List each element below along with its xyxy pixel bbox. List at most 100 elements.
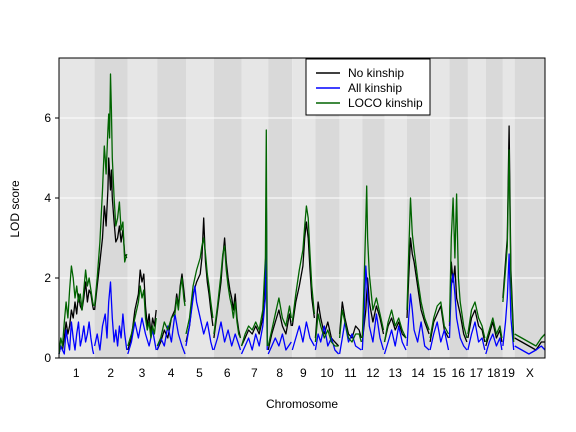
legend-label-loco-kinship: LOCO kinship xyxy=(348,96,423,110)
series-line-no-kinship-chr-2 xyxy=(93,157,128,311)
series-line-all-kinship-chr-18 xyxy=(485,333,503,355)
series-line-all-kinship-chr-8 xyxy=(267,333,292,355)
plot-panel xyxy=(59,58,545,358)
series-line-all-kinship-chr-11 xyxy=(338,321,362,355)
series-line-loco-kinship-chr-10 xyxy=(314,313,339,347)
chromosome-band-18 xyxy=(485,58,503,358)
x-tick-label-chr-8: 8 xyxy=(276,366,283,380)
series-line-loco-kinship-chr-13 xyxy=(383,309,407,343)
series-all-kinship xyxy=(58,189,546,355)
chromosome-band-4 xyxy=(157,58,186,358)
chromosome-band-17 xyxy=(467,58,486,358)
y-tick-label-2: 2 xyxy=(44,271,51,285)
legend-label-all-kinship: All kinship xyxy=(348,81,402,95)
x-tick-label-chr-11: 11 xyxy=(344,366,357,380)
series-line-all-kinship-chr-2 xyxy=(93,281,128,351)
series-line-loco-kinship-chr-19 xyxy=(502,149,515,343)
series-line-all-kinship-chr-13 xyxy=(383,325,407,355)
x-tick-label-chr-6: 6 xyxy=(224,366,231,380)
series-line-no-kinship-chr-14 xyxy=(406,237,430,335)
plot-frame xyxy=(58,57,546,359)
x-tick-label-chr-18: 18 xyxy=(487,366,501,380)
series-line-all-kinship-chr-5 xyxy=(185,285,214,351)
series-line-all-kinship-chr-15 xyxy=(429,321,450,351)
legend: No kinship All kinship LOCO kinship xyxy=(305,58,431,116)
series-loco-kinship xyxy=(58,73,546,355)
series-line-all-kinship-chr-16 xyxy=(448,273,468,351)
series-line-all-kinship-chr-4 xyxy=(156,313,186,355)
series-line-no-kinship-chr-17 xyxy=(467,309,486,343)
chromosome-band-14 xyxy=(406,58,431,358)
x-tick-label-chr-X: X xyxy=(526,366,534,380)
series-line-no-kinship-chr-X xyxy=(514,337,545,351)
series-line-no-kinship-chr-3 xyxy=(127,269,157,351)
series-line-loco-kinship-chr-3 xyxy=(127,285,157,347)
chromosome-band-X xyxy=(514,58,545,358)
chromosome-band-3 xyxy=(127,58,158,358)
x-tick-label-chr-15: 15 xyxy=(433,366,447,380)
series-line-no-kinship-chr-1 xyxy=(58,281,95,355)
series-line-loco-kinship-chr-11 xyxy=(338,309,362,343)
chromosome-band-6 xyxy=(213,58,242,358)
series-line-all-kinship-chr-19 xyxy=(502,253,515,351)
chromosome-band-11 xyxy=(339,58,363,358)
x-tick-label-chr-9: 9 xyxy=(300,366,307,380)
series-line-loco-kinship-chr-14 xyxy=(406,197,430,331)
series-line-loco-kinship-chr-7 xyxy=(240,129,268,347)
x-tick-label-chr-3: 3 xyxy=(139,366,146,380)
series-line-loco-kinship-chr-2 xyxy=(93,73,128,307)
series-line-all-kinship-chr-10 xyxy=(314,325,340,355)
series-line-loco-kinship-chr-5 xyxy=(185,237,214,335)
chromosome-band-19 xyxy=(502,58,515,358)
x-tick-label-chr-4: 4 xyxy=(168,366,175,380)
chromosome-band-15 xyxy=(430,58,450,358)
series-line-no-kinship-chr-13 xyxy=(383,317,407,343)
y-axis-title: LOD score xyxy=(8,180,22,238)
series-line-all-kinship-chr-14 xyxy=(406,293,430,351)
series-line-loco-kinship-chr-9 xyxy=(291,205,316,323)
x-tick-label-chr-17: 17 xyxy=(470,366,484,380)
x-tick-label-chr-7: 7 xyxy=(251,366,258,380)
y-tick-label-0: 0 xyxy=(44,351,51,365)
series-line-no-kinship-chr-8 xyxy=(267,309,292,351)
series-line-all-kinship-chr-17 xyxy=(467,321,486,351)
series-line-loco-kinship-chr-6 xyxy=(213,245,242,339)
series-line-no-kinship-chr-12 xyxy=(361,277,385,343)
series-line-no-kinship-chr-16 xyxy=(448,261,468,343)
series-line-loco-kinship-chr-18 xyxy=(485,317,503,343)
series-line-loco-kinship-chr-17 xyxy=(467,301,486,339)
series-line-no-kinship-chr-18 xyxy=(485,321,503,347)
series-layer xyxy=(58,73,546,355)
series-line-all-kinship-chr-6 xyxy=(213,321,242,351)
x-tick-label-chr-12: 12 xyxy=(366,366,380,380)
x-tick-label-chr-16: 16 xyxy=(452,366,466,380)
series-line-all-kinship-chr-12 xyxy=(361,265,385,351)
series-line-loco-kinship-chr-16 xyxy=(448,193,468,339)
series-line-no-kinship-chr-11 xyxy=(338,301,362,339)
x-axis: 1 2 3 4 5 6 7 8 9 10 11 12 13 14 15 16 17 18 19 X xyxy=(73,366,534,380)
series-line-loco-kinship-chr-15 xyxy=(429,301,450,339)
series-line-loco-kinship-chr-12 xyxy=(361,185,385,339)
series-line-all-kinship-chr-9 xyxy=(291,321,315,351)
series-line-loco-kinship-chr-1 xyxy=(58,265,95,355)
x-tick-label-chr-19: 19 xyxy=(502,366,516,380)
x-tick-label-chr-13: 13 xyxy=(389,366,403,380)
x-tick-label-chr-14: 14 xyxy=(411,366,425,380)
x-tick-label-chr-10: 10 xyxy=(320,366,334,380)
series-line-loco-kinship-chr-8 xyxy=(267,297,292,347)
series-line-all-kinship-chr-X xyxy=(514,345,546,355)
x-tick-label-chr-5: 5 xyxy=(196,366,203,380)
series-line-loco-kinship-chr-4 xyxy=(156,277,186,347)
x-tick-label-chr-2: 2 xyxy=(107,366,114,380)
series-line-loco-kinship-chr-X xyxy=(514,333,546,347)
y-tick-label-4: 4 xyxy=(44,191,51,205)
x-tick-label-chr-1: 1 xyxy=(73,366,80,380)
series-line-all-kinship-chr-1 xyxy=(58,321,95,355)
y-axis: 0 2 4 6 xyxy=(44,111,59,365)
series-line-no-kinship-chr-9 xyxy=(291,221,316,327)
series-line-no-kinship-chr-10 xyxy=(314,301,340,347)
chromosome-band-13 xyxy=(384,58,407,358)
x-axis-title: Chromosome xyxy=(266,397,338,411)
legend-box xyxy=(305,58,431,116)
